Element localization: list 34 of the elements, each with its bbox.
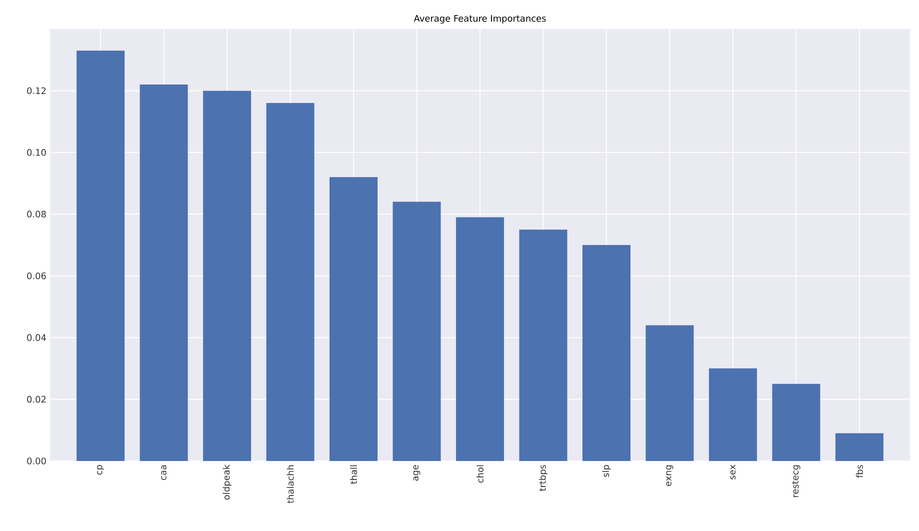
y-tick-label: 0.06 bbox=[27, 272, 46, 280]
x-tick-label: thall bbox=[350, 465, 357, 484]
bar bbox=[76, 50, 125, 461]
y-tick-label: 0.08 bbox=[27, 210, 46, 218]
x-tick-label: restecg bbox=[792, 465, 800, 498]
bar bbox=[392, 202, 441, 461]
x-tick-label: fbs bbox=[856, 464, 863, 478]
bar bbox=[582, 245, 630, 461]
y-tick-label: 0.10 bbox=[27, 149, 46, 156]
bar bbox=[646, 325, 694, 461]
bar bbox=[835, 433, 884, 461]
y-tick-label: 0.04 bbox=[27, 334, 46, 341]
bar bbox=[266, 103, 314, 461]
x-tick-label: cp bbox=[97, 465, 104, 475]
bar bbox=[708, 368, 757, 461]
y-tick-label: 0.12 bbox=[27, 87, 46, 94]
bar bbox=[519, 230, 568, 461]
x-tick-label: chol bbox=[476, 465, 484, 483]
x-tick-label: trtbps bbox=[538, 464, 548, 492]
x-tick-label: sex bbox=[730, 464, 736, 480]
x-tick-label: caa bbox=[161, 465, 166, 480]
y-tick-label: 0.00 bbox=[27, 458, 46, 464]
chart-title: Average Feature Importances bbox=[414, 15, 546, 24]
x-tick-label: exng bbox=[666, 465, 674, 486]
x-tick-label: thalachh bbox=[286, 465, 294, 504]
bar bbox=[203, 90, 252, 461]
bar bbox=[140, 84, 188, 461]
x-tick-label: oldpeak bbox=[222, 464, 232, 500]
x-tick-label: slp bbox=[602, 465, 611, 477]
bar bbox=[330, 177, 378, 461]
y-tick-label: 0.02 bbox=[27, 396, 46, 403]
x-tick-label: age bbox=[413, 464, 420, 481]
bar bbox=[772, 384, 820, 461]
bar bbox=[456, 217, 504, 461]
